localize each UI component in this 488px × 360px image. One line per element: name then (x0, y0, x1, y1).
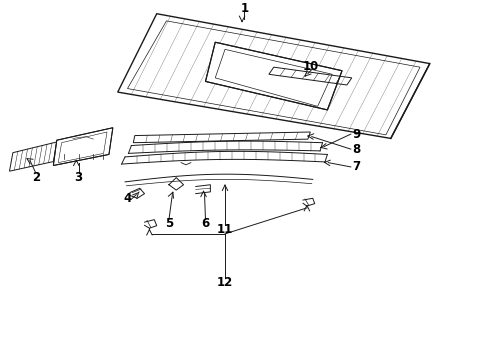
Text: 7: 7 (352, 161, 360, 174)
Text: 11: 11 (216, 223, 233, 236)
Text: 9: 9 (352, 128, 360, 141)
Polygon shape (53, 128, 113, 166)
Text: 6: 6 (201, 217, 209, 230)
Text: 2: 2 (32, 171, 40, 184)
Text: 3: 3 (75, 171, 82, 184)
Text: 12: 12 (216, 276, 233, 289)
Text: 4: 4 (123, 192, 131, 205)
Text: 1: 1 (240, 2, 248, 15)
Text: 5: 5 (164, 217, 173, 230)
Polygon shape (205, 42, 341, 110)
Text: 8: 8 (352, 143, 360, 156)
Text: 10: 10 (303, 60, 319, 73)
